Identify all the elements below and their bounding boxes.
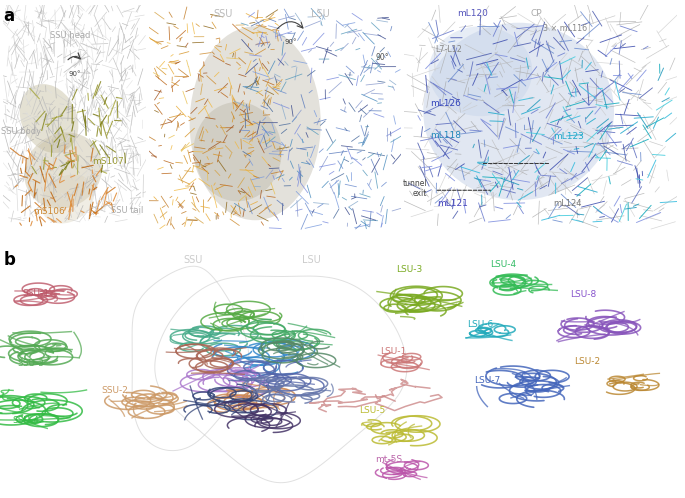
Ellipse shape: [423, 23, 614, 200]
Text: LSU-4: LSU-4: [490, 260, 516, 269]
Text: LSU-3: LSU-3: [396, 265, 422, 274]
Text: mS106: mS106: [33, 207, 64, 216]
Text: LSU-8: LSU-8: [570, 290, 596, 299]
Text: mL118: mL118: [430, 131, 461, 140]
Text: SSU-1: SSU-1: [22, 289, 49, 298]
Text: LSU-6: LSU-6: [467, 320, 493, 329]
Text: exit: exit: [413, 189, 427, 198]
Ellipse shape: [24, 132, 102, 209]
Text: LSU-2: LSU-2: [574, 357, 600, 366]
Ellipse shape: [429, 26, 532, 116]
Text: mS107: mS107: [92, 157, 124, 166]
Text: L7-L12: L7-L12: [435, 45, 462, 54]
Ellipse shape: [190, 26, 321, 220]
Text: tunnel: tunnel: [403, 179, 427, 188]
Text: a: a: [3, 7, 14, 25]
Text: LSU-5: LSU-5: [360, 406, 386, 415]
Text: CP: CP: [531, 9, 543, 18]
Text: LSU: LSU: [302, 255, 321, 265]
Text: LSU-7: LSU-7: [474, 376, 500, 385]
Text: SSU tail: SSU tail: [111, 206, 143, 215]
Text: LSU-1: LSU-1: [380, 347, 406, 356]
Text: SSU-2: SSU-2: [101, 386, 128, 395]
Text: mL123: mL123: [553, 132, 584, 141]
Text: mL120: mL120: [458, 9, 488, 18]
Text: 90°: 90°: [284, 39, 297, 45]
Text: mt-5S: mt-5S: [375, 455, 403, 464]
Text: SSU: SSU: [184, 255, 203, 265]
Text: SSU-4: SSU-4: [12, 416, 39, 425]
Text: b: b: [3, 251, 15, 269]
Ellipse shape: [193, 102, 282, 201]
Text: mL124: mL124: [553, 199, 582, 208]
Text: mL126: mL126: [430, 99, 461, 108]
Ellipse shape: [20, 84, 78, 153]
Text: SSU: SSU: [213, 9, 232, 19]
Text: 3 × mL116: 3 × mL116: [543, 24, 586, 33]
Text: LSU: LSU: [311, 9, 330, 19]
Text: mL121: mL121: [437, 199, 468, 208]
Text: SSU head: SSU head: [50, 31, 90, 40]
Text: 90°: 90°: [375, 53, 389, 62]
Text: SSU body: SSU body: [1, 127, 42, 136]
Text: SSU-3: SSU-3: [17, 359, 44, 368]
Text: 90°: 90°: [68, 71, 81, 77]
Ellipse shape: [41, 174, 95, 224]
